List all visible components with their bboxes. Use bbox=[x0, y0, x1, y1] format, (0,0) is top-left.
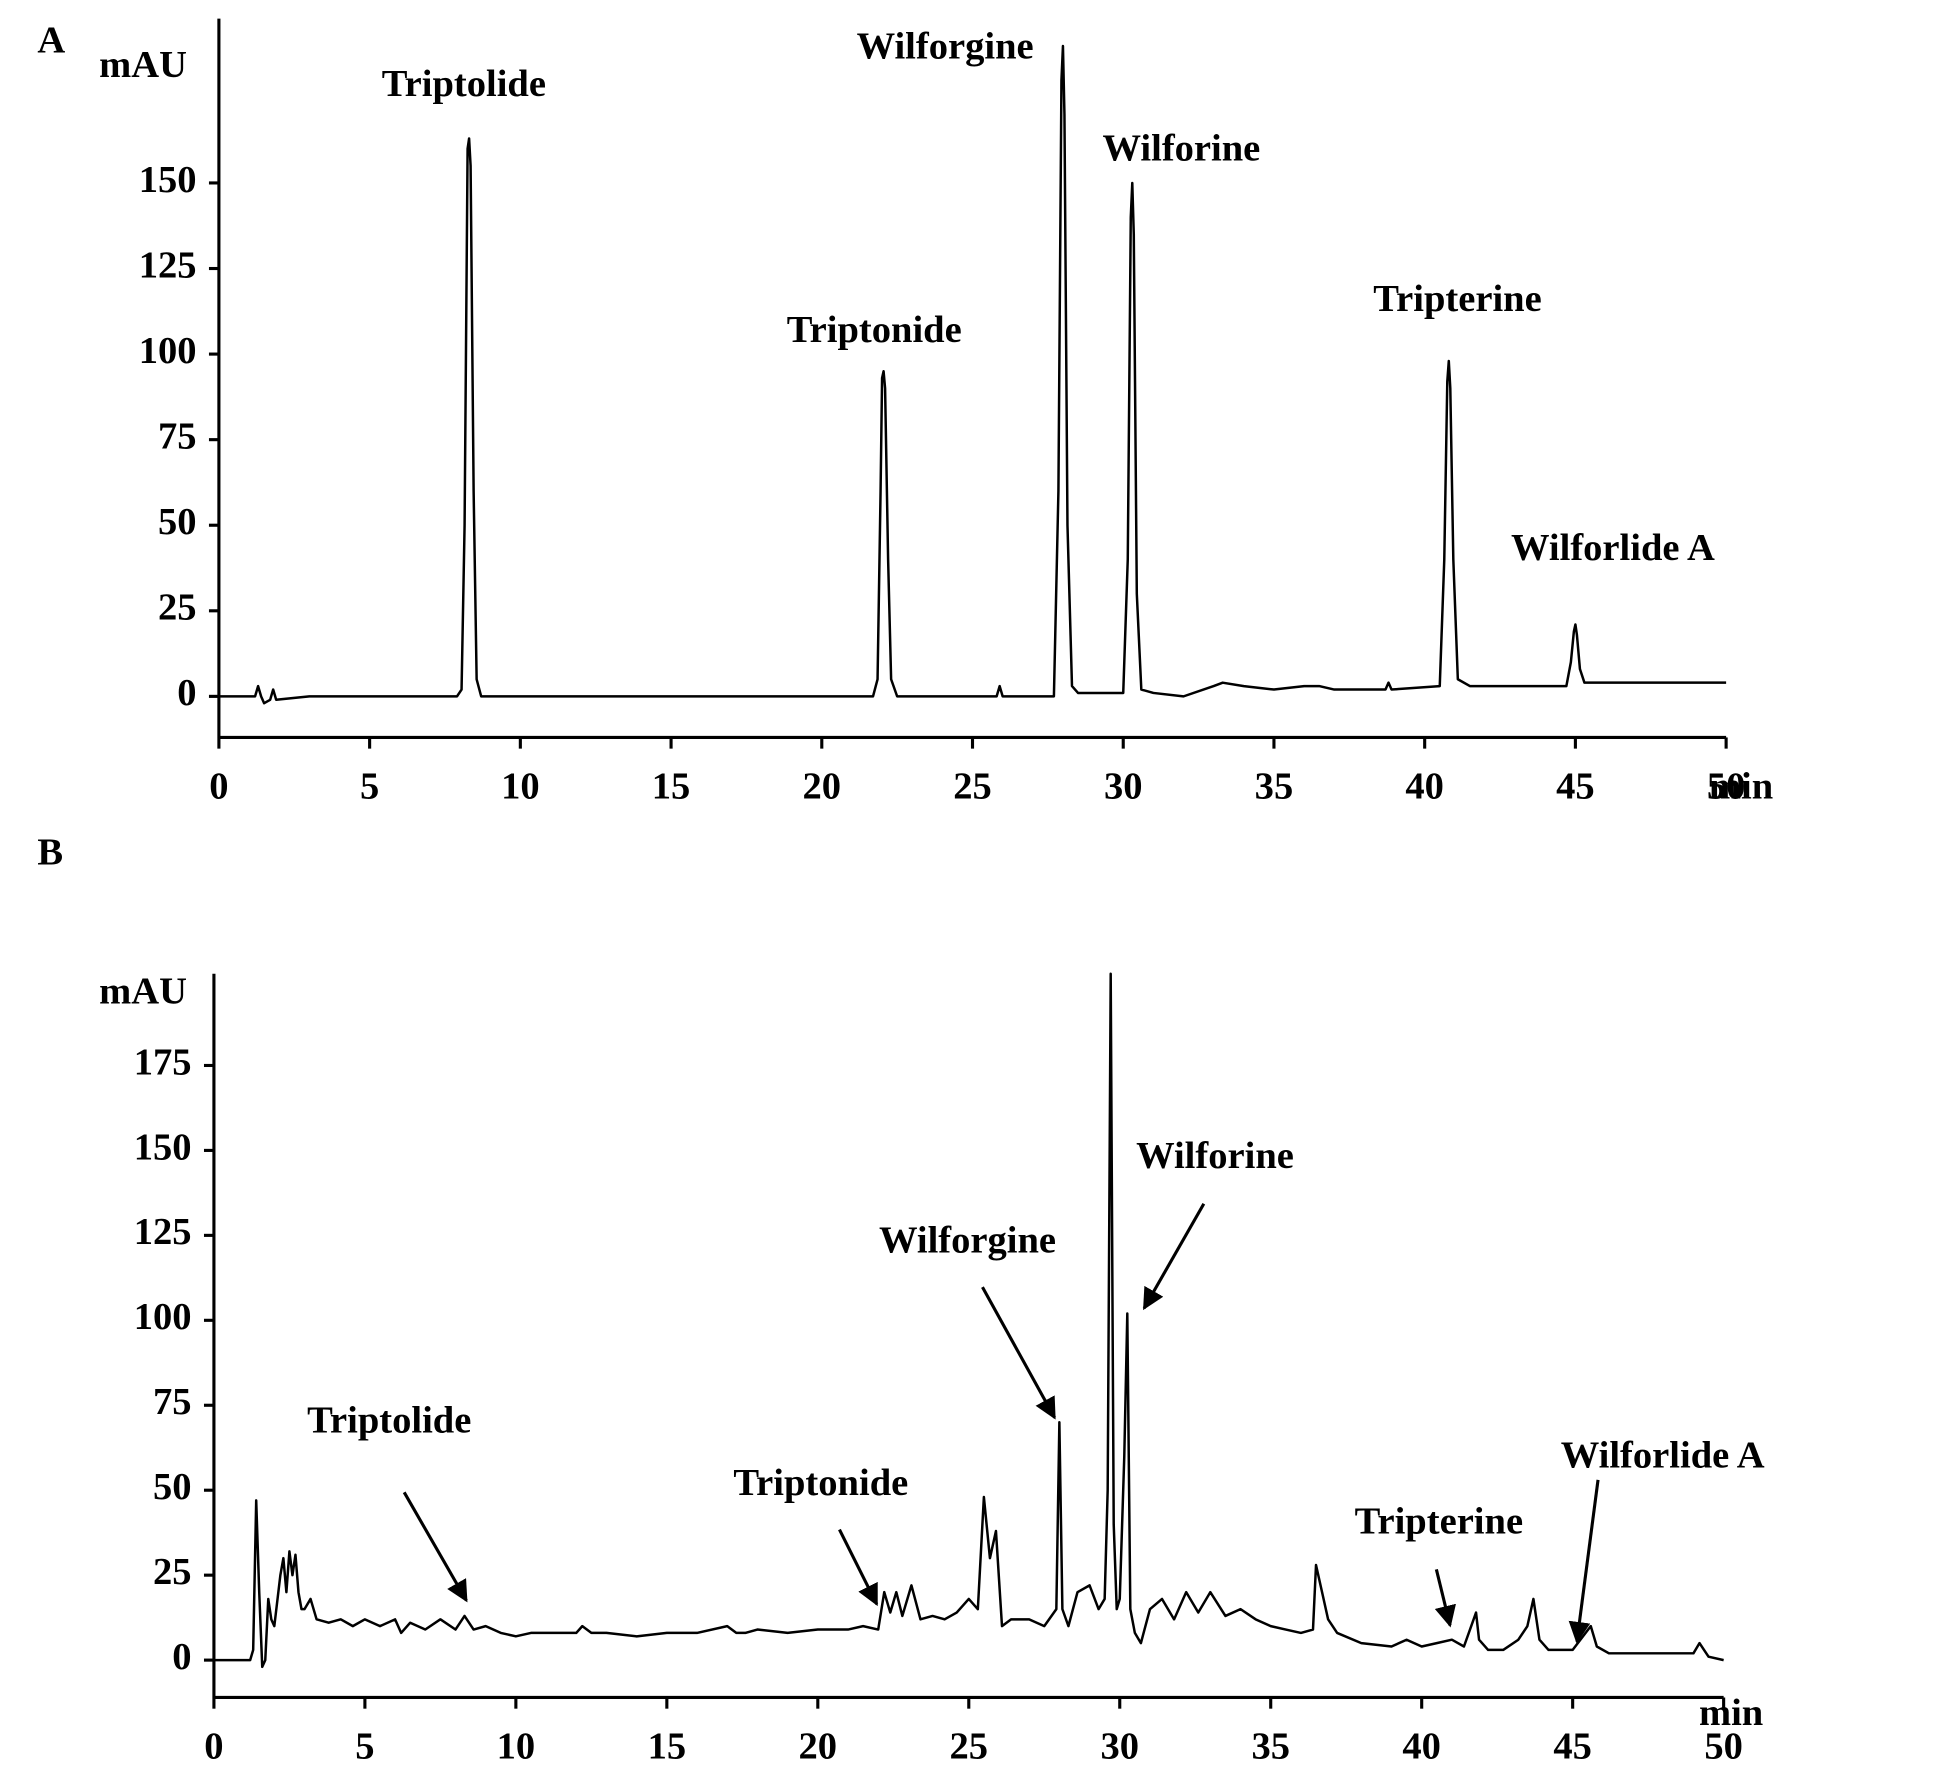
y-tick-label: 100 bbox=[134, 1296, 192, 1338]
x-tick-label: 35 bbox=[1255, 766, 1294, 808]
x-tick-label: 50 bbox=[1704, 1726, 1743, 1768]
x-tick-label: 0 bbox=[204, 1726, 223, 1768]
x-tick-label: 50 bbox=[1707, 766, 1746, 808]
annotation-arrow bbox=[1142, 1203, 1206, 1311]
x-tick-label: 20 bbox=[799, 1726, 838, 1768]
peak-annotation: Triptonide bbox=[787, 309, 962, 351]
x-tick-label: 15 bbox=[648, 1726, 687, 1768]
peak-annotation: Triptolide bbox=[382, 63, 546, 105]
peak-annotation: Wilforlide A bbox=[1561, 1435, 1765, 1477]
x-tick-label: 40 bbox=[1405, 766, 1444, 808]
x-tick-label: 5 bbox=[360, 766, 379, 808]
peak-annotation: Triptolide bbox=[307, 1400, 471, 1442]
annotation-arrow bbox=[402, 1491, 468, 1603]
y-tick-label: 125 bbox=[134, 1211, 192, 1253]
y-tick-label: 150 bbox=[134, 1126, 192, 1168]
x-tick-label: 10 bbox=[501, 766, 540, 808]
x-axis-label: min bbox=[1709, 766, 1773, 808]
x-tick-label: 10 bbox=[497, 1726, 536, 1768]
y-tick-label: 125 bbox=[139, 244, 197, 286]
annotation-arrow bbox=[1434, 1569, 1456, 1628]
annotation-arrow bbox=[838, 1528, 879, 1607]
x-tick-label: 20 bbox=[803, 766, 842, 808]
y-tick-label: 0 bbox=[172, 1636, 191, 1678]
peak-annotation: Wilforgine bbox=[857, 26, 1034, 68]
y-tick-label: 150 bbox=[139, 159, 197, 201]
x-tick-label: 40 bbox=[1402, 1726, 1441, 1768]
x-tick-label: 25 bbox=[953, 766, 992, 808]
y-tick-label: 50 bbox=[153, 1466, 192, 1508]
peak-annotation: Wilforgine bbox=[879, 1219, 1056, 1261]
y-axis-label: mAU bbox=[99, 44, 187, 86]
x-tick-label: 35 bbox=[1251, 1726, 1290, 1768]
x-tick-label: 0 bbox=[209, 766, 228, 808]
y-tick-label: 75 bbox=[158, 416, 197, 458]
y-tick-label: 0 bbox=[177, 672, 196, 714]
annotation-arrow bbox=[1568, 1479, 1600, 1644]
x-tick-label: 45 bbox=[1556, 766, 1595, 808]
y-tick-label: 50 bbox=[158, 501, 197, 543]
x-tick-label: 15 bbox=[652, 766, 691, 808]
peak-annotation: Tripterine bbox=[1355, 1500, 1523, 1542]
panel-label: A bbox=[37, 19, 65, 61]
peak-annotation: Triptonide bbox=[733, 1462, 908, 1504]
annotation-arrow bbox=[981, 1286, 1056, 1420]
x-tick-label: 30 bbox=[1100, 1726, 1139, 1768]
peak-annotation: Wilforlide A bbox=[1511, 527, 1715, 569]
chromatogram-trace bbox=[218, 44, 1727, 705]
y-axis-label: mAU bbox=[99, 971, 187, 1013]
peak-annotation: Tripterine bbox=[1373, 278, 1541, 320]
x-tick-label: 5 bbox=[355, 1726, 374, 1768]
y-tick-label: 25 bbox=[153, 1551, 192, 1593]
x-tick-label: 30 bbox=[1104, 766, 1143, 808]
chromatogram-trace bbox=[213, 972, 1724, 1669]
x-tick-label: 45 bbox=[1553, 1726, 1592, 1768]
y-tick-label: 75 bbox=[153, 1381, 192, 1423]
y-tick-label: 25 bbox=[158, 587, 197, 629]
y-tick-label: 175 bbox=[134, 1041, 192, 1083]
y-tick-label: 100 bbox=[139, 330, 197, 372]
panel-label: B bbox=[37, 831, 63, 873]
peak-annotation: Wilforine bbox=[1103, 128, 1261, 170]
peak-annotation: Wilforine bbox=[1136, 1135, 1294, 1177]
x-tick-label: 25 bbox=[950, 1726, 989, 1768]
